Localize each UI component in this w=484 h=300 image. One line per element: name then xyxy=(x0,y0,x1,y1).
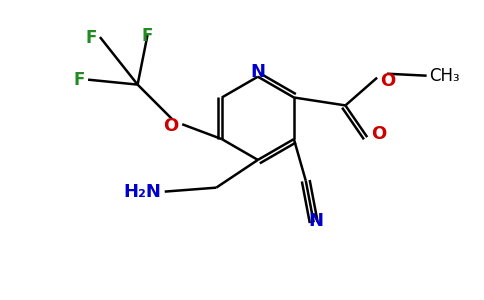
Text: O: O xyxy=(371,125,386,143)
Text: F: F xyxy=(86,29,97,47)
Text: H₂N: H₂N xyxy=(123,183,161,201)
Text: CH₃: CH₃ xyxy=(430,67,460,85)
Text: O: O xyxy=(163,117,178,135)
Text: N: N xyxy=(308,212,323,230)
Text: O: O xyxy=(380,72,395,90)
Text: F: F xyxy=(74,71,85,89)
Text: N: N xyxy=(250,63,265,81)
Text: F: F xyxy=(142,27,153,45)
